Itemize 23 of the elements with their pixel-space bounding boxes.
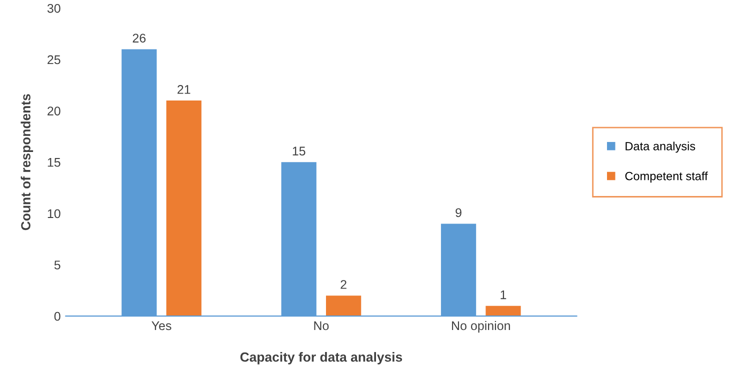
y-tick-label: 5 [54, 260, 60, 270]
legend-label: Competent staff [625, 172, 708, 183]
data-label: 21 [178, 85, 190, 94]
y-axis-title: Count of respondents [20, 94, 34, 230]
legend-label: Data analysis [626, 142, 696, 153]
data-label: 26 [132, 34, 146, 43]
y-tick-label: 10 [48, 209, 60, 218]
x-tick-label: No [314, 321, 329, 330]
y-tick-label: 0 [54, 312, 60, 321]
bar [486, 306, 521, 316]
y-tick-label: 30 [47, 4, 60, 13]
y-tick-label: 25 [48, 55, 60, 64]
x-tick-label: Yes [152, 321, 172, 330]
bar [166, 100, 202, 316]
y-tick-label: 15 [48, 158, 60, 167]
y-tick-label: 20 [48, 106, 60, 116]
x-axis-title: Capacity for data analysis [240, 352, 402, 364]
data-label: 15 [292, 146, 306, 156]
data-label: 1 [500, 290, 506, 300]
data-label: 9 [456, 208, 462, 218]
data-label: 2 [340, 280, 346, 289]
bar [326, 296, 362, 316]
x-tick-label: No opinion [452, 320, 510, 333]
